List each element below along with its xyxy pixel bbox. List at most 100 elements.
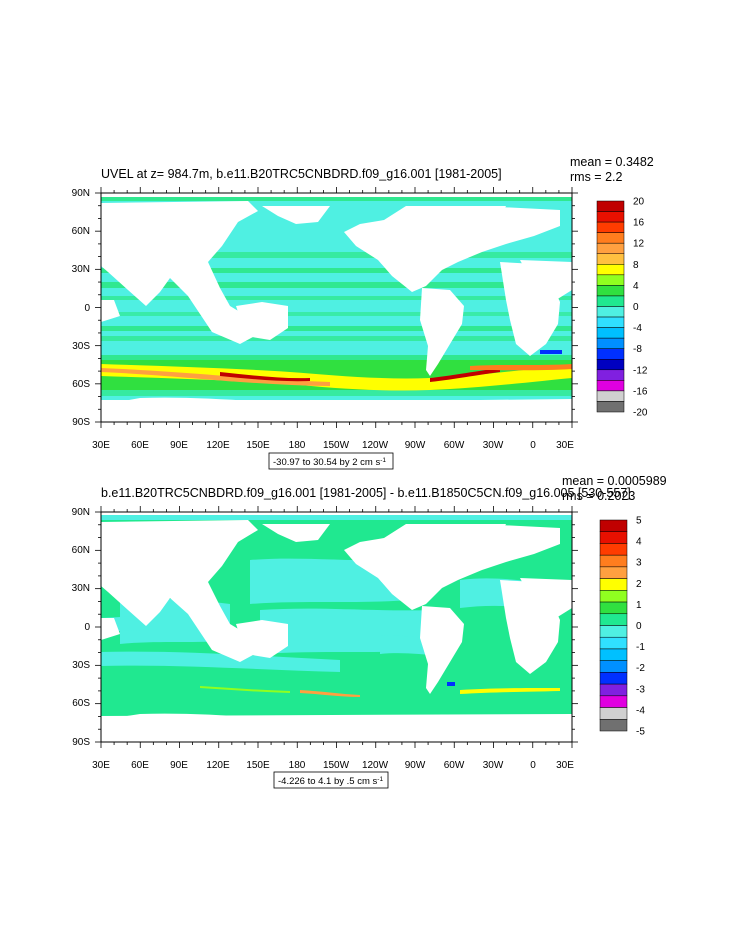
colorbar-swatch: [596, 221, 625, 233]
colorbar-swatch: [596, 285, 625, 297]
range-box-top: -30.97 to 30.54 by 2 cm s-1: [268, 452, 394, 470]
axis-ticks-bottom: [95, 506, 578, 748]
colorbar-swatch: [599, 554, 628, 568]
colorbar-top: 20 16 12 8 4 0 -4 -8 -12 -16 -20: [596, 197, 648, 419]
lat-label: 90S: [72, 417, 90, 428]
lon-label: 90E: [170, 440, 188, 451]
colorbar-swatch: [596, 253, 625, 265]
lon-label: 120W: [362, 760, 389, 771]
lon-label: 150W: [323, 760, 350, 771]
map-bottom: [101, 512, 572, 742]
panel-top: UVEL at z= 984.7m, b.e11.B20TRC5CNBDRD.f…: [72, 155, 654, 470]
colorbar-label: -16: [633, 386, 648, 397]
colorbar-swatch: [596, 232, 625, 244]
colorbar-swatch: [599, 625, 628, 638]
lat-label: 60N: [72, 545, 90, 556]
lat-label: 30S: [72, 660, 90, 671]
colorbar-swatch: [599, 578, 628, 591]
colorbar-swatch: [599, 683, 628, 697]
lon-label: 30W: [483, 440, 504, 451]
lat-label: 60S: [72, 698, 90, 709]
colorbar-label: 0: [633, 302, 639, 313]
lon-label: 30W: [483, 760, 504, 771]
colorbar-swatch: [599, 531, 628, 544]
colorbar-label: -2: [636, 663, 645, 674]
lon-label: 30E: [92, 760, 110, 771]
colorbar-label: 0: [636, 621, 642, 632]
colorbar-swatch: [599, 672, 628, 685]
colorbar-swatch: [596, 390, 625, 402]
range-label: -30.97 to 30.54 by 2 cm s: [273, 457, 380, 468]
lat-axis-top: 90N 60N 30N 0 30S 60S 90S: [72, 188, 91, 428]
svg-text:-30.97 to 30.54 by 2 cm s-1: -30.97 to 30.54 by 2 cm s-1: [273, 457, 386, 468]
lon-label: 120E: [206, 440, 230, 451]
colorbar-swatch: [596, 316, 625, 328]
lon-label: 150W: [323, 440, 350, 451]
colorbar-swatch: [596, 369, 625, 381]
colorbar-swatch: [599, 613, 628, 626]
lon-label: 30E: [556, 760, 574, 771]
lat-label: 90S: [72, 737, 90, 748]
colorbar-swatch: [599, 519, 628, 532]
panel-bottom-rms: rms = 0.2023: [562, 489, 635, 503]
lat-label: 30S: [72, 341, 90, 352]
colorbar-label: -12: [633, 365, 648, 376]
panel-bottom-mean: mean = 0.0005989: [562, 474, 667, 488]
colorbar-swatch: [599, 719, 628, 732]
colorbar-swatch: [599, 660, 628, 673]
zonal-bands: [101, 197, 572, 396]
colorbar-swatch: [596, 264, 625, 276]
lat-label: 30N: [72, 583, 90, 594]
colorbar-label: -4: [636, 705, 645, 716]
colorbar-swatch: [596, 295, 625, 307]
lat-label: 60N: [72, 226, 90, 237]
panel-bottom-title: b.e11.B20TRC5CNBDRD.f09_g16.001 [1981-20…: [101, 486, 631, 500]
range-unit-sup: -1: [377, 776, 383, 783]
lon-axis-bottom: 30E 60E 90E 120E 150E 180 150W 120W 90W …: [92, 760, 574, 771]
colorbar-swatch: [599, 695, 628, 708]
colorbar-label: 2: [636, 579, 642, 590]
lon-label: 90E: [170, 760, 188, 771]
colorbar-swatch: [596, 274, 625, 286]
colorbar-swatch: [599, 590, 628, 603]
map-top: [101, 193, 572, 422]
lon-label: 180: [289, 760, 306, 771]
colorbar-label: -20: [633, 408, 648, 419]
lat-axis-bottom: 90N 60N 30N 0 30S 60S 90S: [72, 507, 91, 748]
lon-axis-top: 30E 60E 90E 120E 150E 180 150W 120W 90W …: [92, 440, 574, 451]
colorbar-label: -8: [633, 344, 642, 355]
colorbar-swatch: [596, 337, 625, 349]
lon-label: 0: [530, 760, 536, 771]
colorbar-label: -1: [636, 642, 645, 653]
lon-label: 60E: [131, 760, 149, 771]
colorbar-label: 4: [636, 537, 642, 548]
colorbar-swatch: [596, 306, 625, 318]
colorbar-swatch: [596, 242, 625, 254]
panel-top-mean: mean = 0.3482: [570, 155, 654, 169]
colorbar-label: 12: [633, 239, 645, 250]
lon-label: 90W: [405, 440, 426, 451]
lat-label: 90N: [72, 188, 90, 199]
colorbar-label: 4: [633, 281, 639, 292]
colorbar-swatch: [599, 566, 628, 579]
axis-ticks-top: [95, 187, 578, 428]
lon-label: 180: [289, 440, 306, 451]
lon-label: 30E: [92, 440, 110, 451]
colorbar-swatch: [599, 707, 628, 720]
svg-text:-4.226 to 4.1 by .5 cm s-1: -4.226 to 4.1 by .5 cm s-1: [278, 776, 383, 787]
lat-label: 60S: [72, 379, 90, 390]
lat-label: 30N: [72, 264, 90, 275]
lon-label: 150E: [246, 440, 270, 451]
lat-label: 90N: [72, 507, 90, 518]
colorbar-bottom: 5 4 3 2 1 0 -1 -2 -3 -4 -5: [599, 516, 645, 738]
colorbar-swatch: [599, 648, 628, 661]
colorbar-label: 16: [633, 218, 645, 229]
range-box-bottom: -4.226 to 4.1 by .5 cm s-1: [273, 771, 389, 789]
colorbar-label: 20: [633, 197, 645, 208]
anomaly-streaks: [200, 682, 560, 697]
panel-bottom: b.e11.B20TRC5CNBDRD.f09_g16.001 [1981-20…: [72, 474, 667, 789]
panel-top-rms: rms = 2.2: [570, 170, 622, 184]
colorbar-label: 5: [636, 516, 642, 527]
colorbar-label: -4: [633, 323, 642, 334]
